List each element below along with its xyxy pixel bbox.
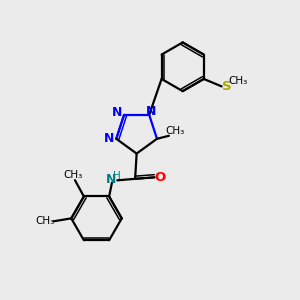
Text: N: N [106,172,116,186]
Text: CH₃: CH₃ [165,126,184,136]
Text: N: N [112,106,123,119]
Text: CH₃: CH₃ [36,216,55,226]
Text: H: H [112,171,120,181]
Text: S: S [222,80,231,93]
Text: O: O [154,171,165,184]
Text: N: N [146,105,156,118]
Text: CH₃: CH₃ [228,76,248,86]
Text: CH₃: CH₃ [64,170,83,180]
Text: N: N [104,132,114,145]
